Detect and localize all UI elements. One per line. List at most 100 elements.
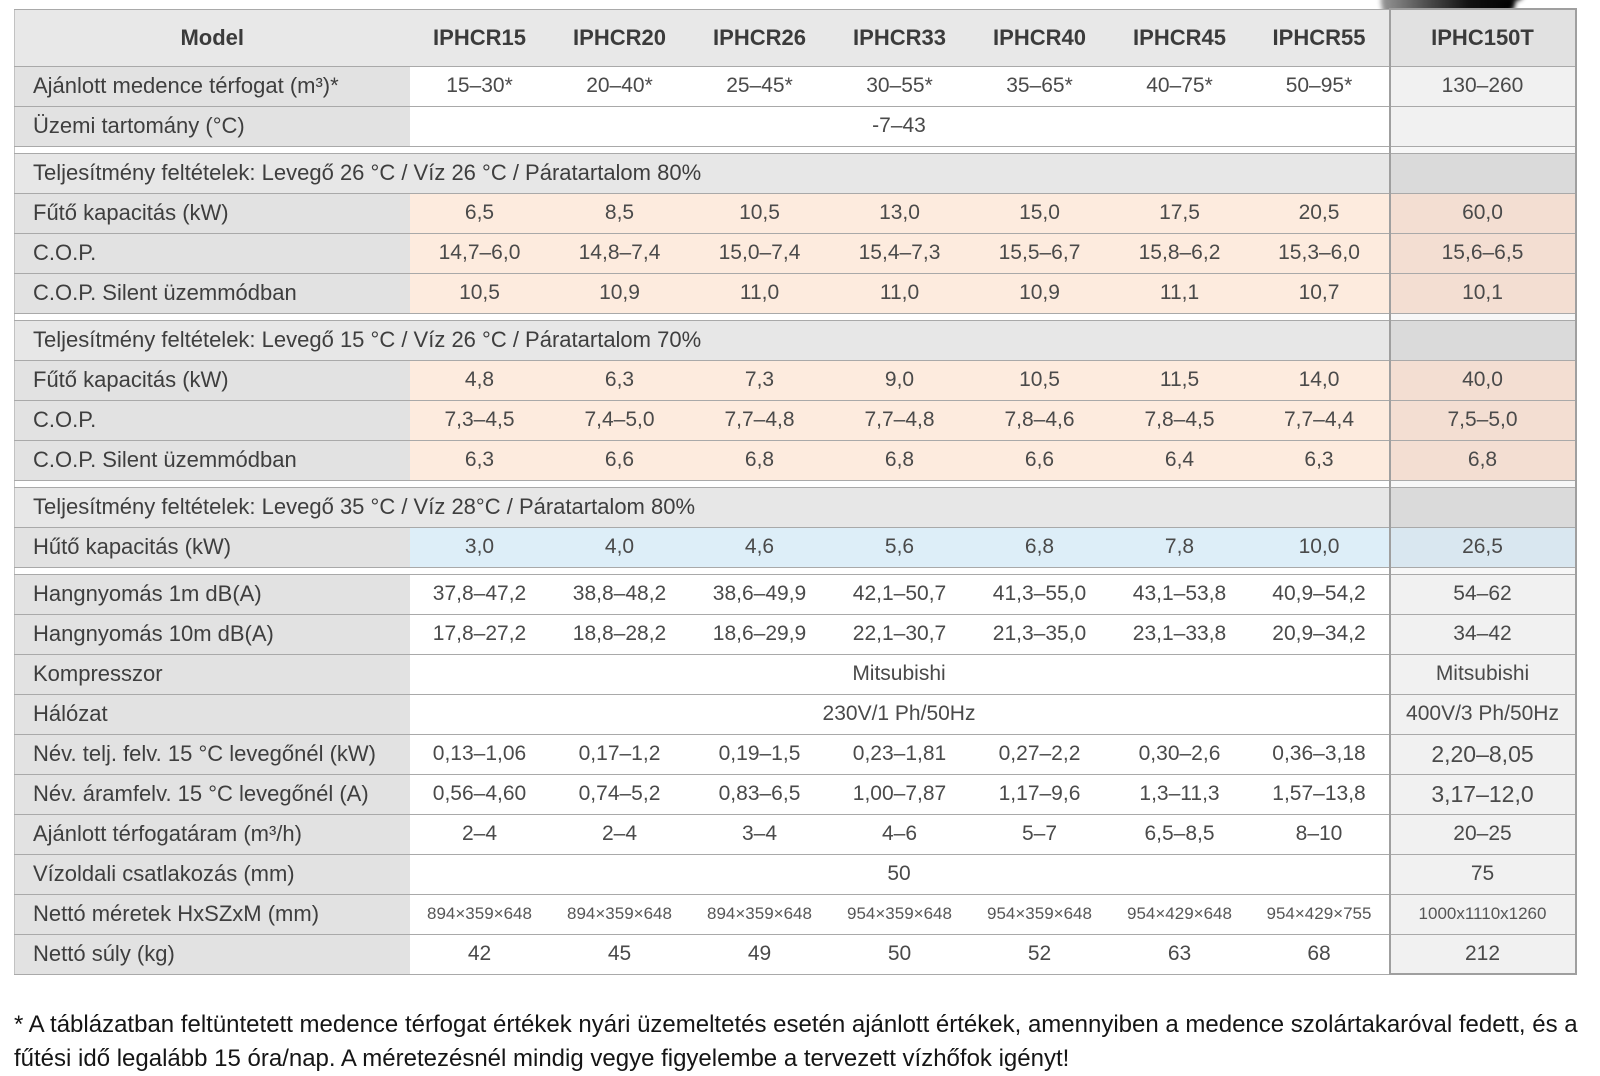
value-cell: 40,9–54,2: [1249, 573, 1390, 615]
value-cell: 3,0: [409, 526, 550, 568]
value-cell: 0,74–5,2: [549, 773, 690, 815]
last-value-cell: 3,17–12,0: [1388, 773, 1577, 815]
value-cell: 38,6–49,9: [689, 573, 830, 615]
value-cell: 954×429×755: [1249, 893, 1390, 935]
section-header-row: Teljesítmény feltételek: Levegő 26 °C / …: [14, 152, 1577, 194]
value-cell: 5–7: [969, 813, 1110, 855]
value-cell: 20–40*: [549, 65, 690, 107]
value-cell: 11,5: [1109, 359, 1250, 401]
row-label: Név. áramfelv. 15 °C levegőnél (A): [14, 773, 410, 815]
value-cell: 40–75*: [1109, 65, 1250, 107]
spec-row: Ajánlott medence térfogat (m³)* 15–30* 20–…: [14, 65, 1577, 107]
spec-row: Fűtő kapacitás (kW) 4,8 6,3 7,3 9,0 10,5 11,5 1…: [14, 359, 1577, 401]
section-title: Teljesítmény feltételek: Levegő 26 °C / …: [14, 152, 1390, 194]
value-cell: 18,8–28,2: [549, 613, 690, 655]
value-cell: 50: [829, 933, 970, 975]
value-cell: 17,8–27,2: [409, 613, 550, 655]
value-cell: 43,1–53,8: [1109, 573, 1250, 615]
value-cell: 6,5–8,5: [1109, 813, 1250, 855]
last-value-cell: 7,5–5,0: [1388, 399, 1577, 441]
spec-table-body: Ajánlott medence térfogat (m³)* 15–30* 20–…: [14, 65, 1577, 975]
model-column-header: IPHCR26: [689, 8, 830, 67]
value-cell: 15,8–6,2: [1109, 232, 1250, 274]
value-cell: 894×359×648: [689, 893, 830, 935]
value-cell: 63: [1109, 933, 1250, 975]
value-cell: 68: [1249, 933, 1390, 975]
model-header-label: Model: [14, 8, 410, 67]
value-cell: 7,4–5,0: [549, 399, 690, 441]
value-cell: 0,13–1,06: [409, 733, 550, 775]
last-value-cell: 26,5: [1388, 526, 1577, 568]
spec-table-head: Model IPHCR15 IPHCR20 IPHCR26 IPHCR33 IPHCR40…: [14, 8, 1577, 67]
section-title-last: [1388, 152, 1577, 194]
value-cell: 0,83–6,5: [689, 773, 830, 815]
section-title-last: [1388, 486, 1577, 528]
last-value-cell: 400V/3 Ph/50Hz: [1388, 693, 1577, 735]
value-cell: 894×359×648: [409, 893, 550, 935]
value-cell: 14,7–6,0: [409, 232, 550, 274]
value-cell: 2–4: [409, 813, 550, 855]
value-cell: 23,1–33,8: [1109, 613, 1250, 655]
value-cell: 10,5: [969, 359, 1110, 401]
model-column-header: IPHCR20: [549, 8, 690, 67]
value-cell: 20,5: [1249, 192, 1390, 234]
last-value-cell: 40,0: [1388, 359, 1577, 401]
header-row: Model IPHCR15 IPHCR20 IPHCR26 IPHCR33 IPHCR40…: [14, 8, 1577, 67]
value-cell: 21,3–35,0: [969, 613, 1110, 655]
model-column-header: IPHCR33: [829, 8, 970, 67]
value-cell: 5,6: [829, 526, 970, 568]
value-cell: 6,4: [1109, 439, 1250, 481]
value-cell: 20,9–34,2: [1249, 613, 1390, 655]
value-cell: 954×359×648: [969, 893, 1110, 935]
value-cell: 1,00–7,87: [829, 773, 970, 815]
merged-value-cell: Mitsubishi: [409, 653, 1390, 695]
last-value-cell: 34–42: [1388, 613, 1577, 655]
spec-row: Név. telj. felv. 15 °C levegőnél (kW) 0,1…: [14, 733, 1577, 775]
row-label: Fűtő kapacitás (kW): [14, 359, 410, 401]
value-cell: 8–10: [1249, 813, 1390, 855]
section-gap-last: [1388, 566, 1577, 575]
last-value-cell: 20–25: [1388, 813, 1577, 855]
spec-row: Ajánlott térfogatáram (m³/h) 2–4 2–4 3–4 4–6…: [14, 813, 1577, 855]
spec-row: Név. áramfelv. 15 °C levegőnél (A) 0,56–4…: [14, 773, 1577, 815]
spec-table-container: Model IPHCR15 IPHCR20 IPHCR26 IPHCR33 IPHCR40…: [14, 8, 1577, 975]
value-cell: 6,8: [829, 439, 970, 481]
section-header-row: Teljesítmény feltételek: Levegő 15 °C / …: [14, 319, 1577, 361]
section-gap: [14, 145, 1390, 154]
spec-row: Nettó súly (kg) 42 45 49 50 52 63 68 212: [14, 933, 1577, 975]
value-cell: 1,57–13,8: [1249, 773, 1390, 815]
value-cell: 38,8–48,2: [549, 573, 690, 615]
section-gap-row: [14, 145, 1577, 154]
value-cell: 14,0: [1249, 359, 1390, 401]
last-value-cell: Mitsubishi: [1388, 653, 1577, 695]
value-cell: 4,0: [549, 526, 690, 568]
section-gap-row: [14, 566, 1577, 575]
value-cell: 0,19–1,5: [689, 733, 830, 775]
value-cell: 30–55*: [829, 65, 970, 107]
value-cell: 954×429×648: [1109, 893, 1250, 935]
spec-row: Üzemi tartomány (°C) -7–43: [14, 105, 1577, 147]
value-cell: 7,7–4,8: [829, 399, 970, 441]
value-cell: 15,0: [969, 192, 1110, 234]
spec-row: C.O.P. 14,7–6,0 14,8–7,4 15,0–7,4 15,4–7,3 15…: [14, 232, 1577, 274]
value-cell: 3–4: [689, 813, 830, 855]
value-cell: 37,8–47,2: [409, 573, 550, 615]
spec-row: Hangnyomás 10m dB(A) 17,8–27,2 18,8–28,2 18…: [14, 613, 1577, 655]
value-cell: 1,3–11,3: [1109, 773, 1250, 815]
spec-row: C.O.P. Silent üzemmódban 10,5 10,9 11,0 11,0…: [14, 272, 1577, 314]
value-cell: 15–30*: [409, 65, 550, 107]
value-cell: 4,8: [409, 359, 550, 401]
value-cell: 1,17–9,6: [969, 773, 1110, 815]
section-title: Teljesítmény feltételek: Levegő 15 °C / …: [14, 319, 1390, 361]
model-column-header: IPHCR40: [969, 8, 1110, 67]
value-cell: 15,4–7,3: [829, 232, 970, 274]
last-value-cell: 75: [1388, 853, 1577, 895]
value-cell: 954×359×648: [829, 893, 970, 935]
value-cell: 52: [969, 933, 1110, 975]
model-column-header: IPHC150T: [1388, 8, 1577, 67]
row-label: Kompresszor: [14, 653, 410, 695]
last-value-cell: 2,20–8,05: [1388, 733, 1577, 775]
row-label: C.O.P.: [14, 399, 410, 441]
value-cell: 894×359×648: [549, 893, 690, 935]
row-label: Hangnyomás 1m dB(A): [14, 573, 410, 615]
